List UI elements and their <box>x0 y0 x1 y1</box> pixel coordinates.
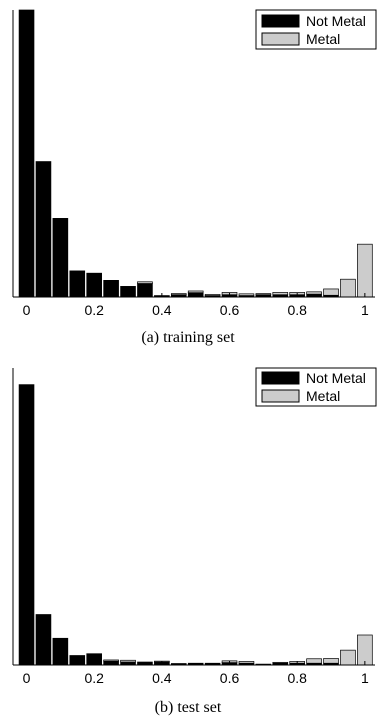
bar-not-metal <box>35 161 52 298</box>
legend-label-metal: Metal <box>306 31 340 47</box>
bar-metal <box>357 634 373 666</box>
legend-label-not-metal: Not Metal <box>306 13 366 29</box>
legend-label-metal: Metal <box>306 388 340 404</box>
bar-not-metal <box>187 292 204 298</box>
legend-swatch-not-metal <box>261 371 300 385</box>
plot-area: 0 0.2 0.4 0.6 0.8 1 <box>12 9 375 318</box>
bar-metal <box>323 288 339 296</box>
bar-metal <box>306 658 322 664</box>
bar-metal <box>103 659 119 662</box>
bar-metal <box>340 278 356 298</box>
x-tick-label: 0 <box>23 670 31 686</box>
x-tick-label: 0 <box>23 302 31 318</box>
x-tick-label: 0.6 <box>220 302 240 318</box>
x-tick-label: 0.2 <box>84 302 104 318</box>
bar-not-metal <box>137 283 153 298</box>
bar-metal <box>170 293 187 296</box>
bar-metal <box>323 658 339 664</box>
x-tick-label: 0.6 <box>220 670 240 686</box>
legend-swatch-not-metal <box>261 14 300 28</box>
x-tick-label: 0.4 <box>152 302 172 318</box>
x-tick-label: 0.8 <box>287 670 307 686</box>
bar-metal <box>187 290 204 294</box>
legend-swatch-metal <box>261 32 300 46</box>
panel-test: 0 0.2 0.4 0.6 0.8 1 Not Metal Metal (b) test … <box>12 367 377 716</box>
bar-metal <box>120 659 136 663</box>
bar-not-metal <box>120 286 136 298</box>
legend-label-not-metal: Not Metal <box>306 370 366 386</box>
bar-not-metal <box>103 660 119 666</box>
caption: (b) test set <box>155 699 222 716</box>
legend: Not Metal Metal <box>255 9 377 50</box>
bar-not-metal <box>52 637 69 666</box>
bar-metal <box>340 649 356 666</box>
bar-metal <box>238 293 255 296</box>
plot-area: 0 0.2 0.4 0.6 0.8 1 <box>12 368 375 686</box>
bar-not-metal <box>52 218 69 298</box>
legend: Not Metal Metal <box>255 367 377 407</box>
bar-metal <box>357 243 373 298</box>
x-tick-label: 0.2 <box>84 670 104 686</box>
bar-metal <box>272 661 289 664</box>
x-tick-label: 0.8 <box>287 302 307 318</box>
bar-not-metal <box>103 280 119 298</box>
panel-training: 0 0.2 0.4 0.6 0.8 1 Not Metal Metal (a) train… <box>12 9 377 346</box>
bar-metal <box>204 294 221 296</box>
bar-metal <box>137 281 153 284</box>
bar-not-metal <box>18 9 35 298</box>
bar-not-metal <box>18 384 35 666</box>
bar-not-metal <box>69 655 86 666</box>
caption: (a) training set <box>141 329 235 346</box>
x-tick-label: 1 <box>361 670 369 686</box>
x-tick-label: 0.4 <box>152 670 172 686</box>
legend-swatch-metal <box>261 389 300 403</box>
bar-metal <box>272 292 289 296</box>
bar-metal <box>306 291 322 295</box>
bar-not-metal <box>69 270 86 298</box>
bar-metal <box>255 293 272 296</box>
bar-not-metal <box>35 614 52 666</box>
x-tick-label: 1 <box>361 302 369 318</box>
bar-metal <box>238 661 255 664</box>
